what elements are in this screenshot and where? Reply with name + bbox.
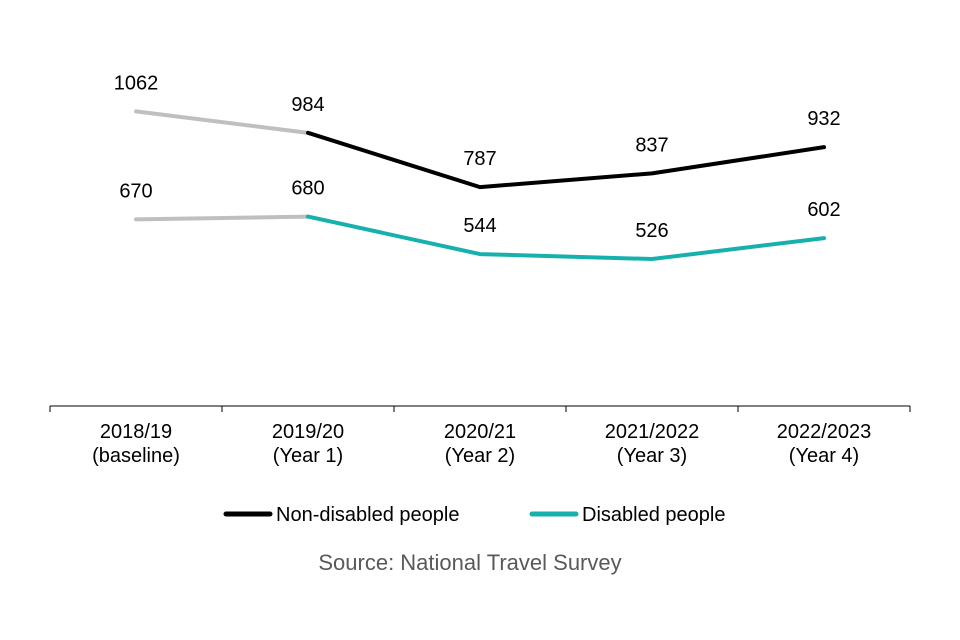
x-tick-label: (Year 1) bbox=[273, 445, 343, 467]
data-label: 787 bbox=[463, 148, 496, 170]
x-tick-label: (baseline) bbox=[92, 445, 180, 467]
x-tick-label: 2018/19 bbox=[100, 421, 172, 443]
x-tick-label: (Year 4) bbox=[789, 445, 859, 467]
x-tick-labels: 2018/19(baseline)2019/20(Year 1)2020/21(… bbox=[92, 421, 871, 467]
series-lines bbox=[134, 109, 826, 262]
data-label: 680 bbox=[291, 178, 324, 200]
x-axis bbox=[49, 405, 911, 412]
legend: Non-disabled people Disabled people bbox=[223, 504, 725, 526]
series-baseline-segment bbox=[134, 109, 310, 135]
data-label: 932 bbox=[807, 108, 840, 130]
data-label: 544 bbox=[463, 215, 496, 237]
series-baseline-segment bbox=[134, 214, 310, 222]
data-labels: 1062 984 787 837 932 670 680 544 526 602 bbox=[114, 72, 841, 242]
x-tick-label: (Year 3) bbox=[617, 445, 687, 467]
series-line bbox=[306, 214, 826, 262]
x-tick-label: (Year 2) bbox=[445, 445, 515, 467]
series-line bbox=[306, 130, 826, 190]
x-tick-label: 2021/2022 bbox=[605, 421, 700, 443]
x-tick-label: 2020/21 bbox=[444, 421, 516, 443]
data-label: 837 bbox=[635, 134, 668, 156]
data-label: 670 bbox=[119, 180, 152, 202]
x-tick-label: 2022/2023 bbox=[777, 421, 872, 443]
legend-label-disabled: Disabled people bbox=[582, 504, 725, 526]
data-label: 984 bbox=[291, 94, 324, 116]
source-note: Source: National Travel Survey bbox=[318, 550, 621, 575]
legend-label-non-disabled: Non-disabled people bbox=[276, 504, 459, 526]
x-tick-label: 2019/20 bbox=[272, 421, 344, 443]
data-label: 1062 bbox=[114, 72, 159, 94]
data-label: 602 bbox=[807, 199, 840, 221]
data-label: 526 bbox=[635, 220, 668, 242]
